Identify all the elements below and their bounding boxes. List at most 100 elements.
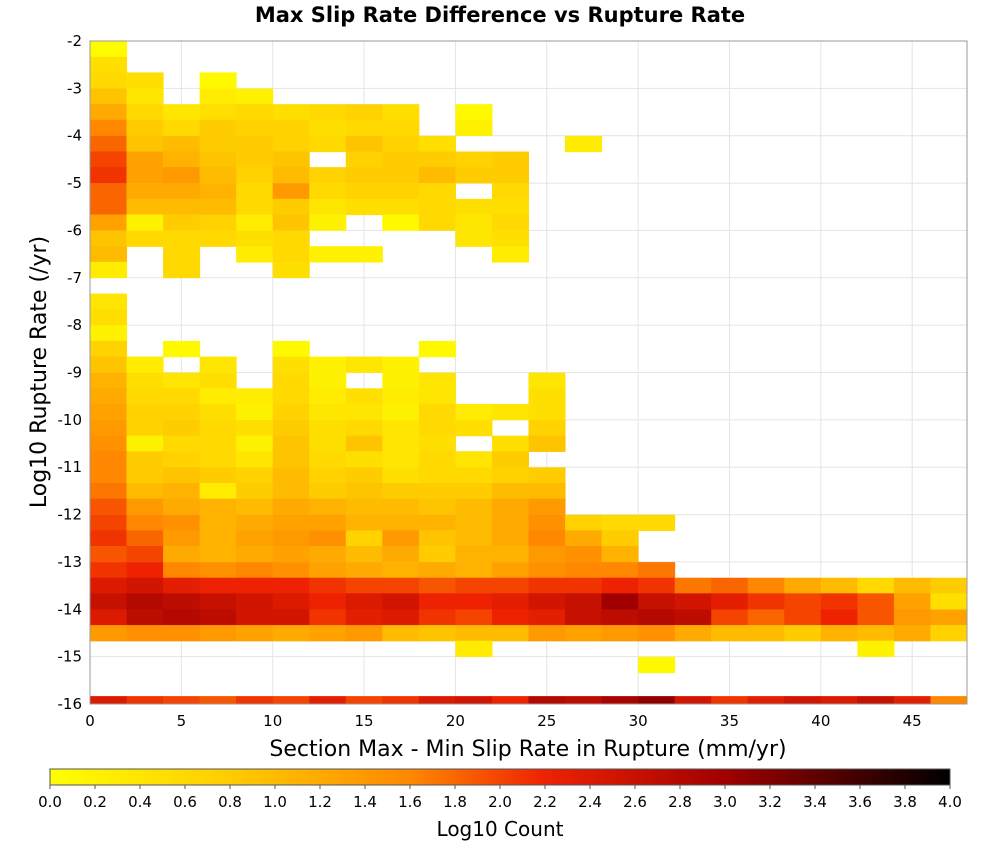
- heatmap-cell: [236, 498, 274, 515]
- heatmap-cell: [272, 435, 310, 452]
- x-tick-label: 0: [85, 712, 95, 730]
- heatmap-cell: [90, 293, 128, 310]
- heatmap-cell: [163, 625, 201, 642]
- heatmap-cell: [163, 198, 201, 216]
- heatmap-cell: [418, 167, 456, 184]
- heatmap-cell: [126, 72, 164, 89]
- heatmap-cell: [747, 577, 785, 594]
- x-tick-label: 25: [537, 712, 556, 730]
- heatmap-cell: [638, 625, 676, 642]
- heatmap-cell: [345, 696, 383, 705]
- y-tick-label: -15: [58, 648, 83, 666]
- heatmap-cell: [272, 356, 310, 373]
- heatmap-cell: [126, 435, 164, 452]
- heatmap-cell: [382, 625, 420, 642]
- heatmap-cell: [491, 577, 529, 594]
- heatmap-cell: [455, 696, 493, 705]
- heatmap-cell: [674, 625, 712, 642]
- heatmap-cell: [90, 198, 128, 216]
- heatmap-cell: [528, 696, 566, 705]
- heatmap-cell: [309, 483, 347, 500]
- heatmap-cell: [199, 135, 237, 153]
- heatmap-cell: [382, 545, 420, 563]
- heatmap-cell: [199, 625, 237, 642]
- heatmap-cell: [601, 593, 639, 610]
- heatmap-cell: [90, 545, 128, 563]
- heatmap-cell: [126, 696, 164, 705]
- heatmap-cell: [163, 451, 201, 468]
- heatmap-cell: [455, 230, 493, 247]
- heatmap-cell: [199, 119, 237, 137]
- heatmap-cell: [601, 562, 639, 579]
- heatmap-cell: [528, 435, 566, 452]
- colorbar-tick-label: 1.0: [263, 793, 287, 811]
- heatmap-cell: [345, 545, 383, 563]
- heatmap-cell: [528, 530, 566, 547]
- heatmap-cell: [418, 403, 456, 421]
- heatmap-cell: [382, 609, 420, 626]
- heatmap-cell: [747, 593, 785, 610]
- heatmap-cell: [747, 625, 785, 642]
- heatmap-cell: [199, 198, 237, 216]
- heatmap-cell: [236, 420, 274, 437]
- heatmap-cell: [236, 435, 274, 452]
- heatmap-cell: [601, 530, 639, 547]
- y-axis-ticks: -2 -3 -4 -5 -6 -7 -8 -9 -10 -11 -12 -13 -14 -15 -16: [58, 32, 83, 713]
- y-tick-label: -16: [58, 695, 83, 713]
- heatmap-cell: [236, 151, 274, 168]
- y-tick-label: -13: [58, 553, 83, 571]
- heatmap-cell: [90, 514, 128, 532]
- heatmap-cell: [309, 696, 347, 705]
- colorbar-ticks: 0.0 0.2 0.4 0.6 0.8 1.0 1.2 1.4 1.6 1.8 2.0 2.2 2.4 2…: [38, 785, 962, 811]
- heatmap-cell: [418, 498, 456, 515]
- heatmap-cell: [90, 56, 128, 74]
- heatmap-cell: [126, 562, 164, 579]
- heatmap-cell: [126, 593, 164, 610]
- heatmap-cell: [418, 451, 456, 468]
- heatmap-cell: [491, 483, 529, 500]
- heatmap-cell: [345, 356, 383, 373]
- heatmap-cell: [491, 198, 529, 216]
- heatmap-cell: [528, 625, 566, 642]
- heatmap-cell: [199, 498, 237, 515]
- heatmap-cell: [345, 625, 383, 642]
- heatmap-cell: [90, 41, 128, 58]
- heatmap-cell: [491, 167, 529, 184]
- heatmap-cell: [272, 420, 310, 437]
- heatmap-cell: [309, 562, 347, 579]
- heatmap-cell: [382, 372, 420, 389]
- heatmap-cell: [418, 593, 456, 610]
- heatmap-cell: [272, 261, 310, 279]
- y-tick-label: -9: [67, 364, 82, 382]
- heatmap-cell: [784, 577, 822, 594]
- heatmap-cell: [199, 88, 237, 105]
- x-tick-label: 10: [263, 712, 282, 730]
- heatmap-cell: [90, 214, 128, 231]
- heatmap-cell: [345, 467, 383, 484]
- heatmap-cell: [455, 498, 493, 515]
- heatmap-cell: [382, 435, 420, 452]
- heatmap-cell: [528, 593, 566, 610]
- heatmap-cell: [418, 135, 456, 153]
- heatmap-cell: [236, 593, 274, 610]
- heatmap-cell: [272, 214, 310, 231]
- heatmap-cell: [272, 467, 310, 484]
- heatmap-cell: [199, 514, 237, 532]
- heatmap-cell: [236, 562, 274, 579]
- heatmap-cell: [90, 696, 128, 705]
- heatmap-cell: [893, 577, 931, 594]
- y-axis-label: Log10 Rupture Rate (/yr): [27, 236, 52, 508]
- heatmap-cell: [90, 562, 128, 579]
- colorbar-tick-label: 3.6: [848, 793, 872, 811]
- heatmap-cell: [382, 696, 420, 705]
- x-tick-label: 20: [446, 712, 465, 730]
- heatmap-cell: [491, 151, 529, 168]
- heatmap-cell: [930, 609, 968, 626]
- heatmap-cell: [90, 483, 128, 500]
- colorbar-tick-label: 0.4: [128, 793, 152, 811]
- colorbar-tick-label: 4.0: [938, 793, 962, 811]
- heatmap-cell: [711, 696, 749, 705]
- heatmap-cell: [236, 609, 274, 626]
- heatmap-cell: [163, 435, 201, 452]
